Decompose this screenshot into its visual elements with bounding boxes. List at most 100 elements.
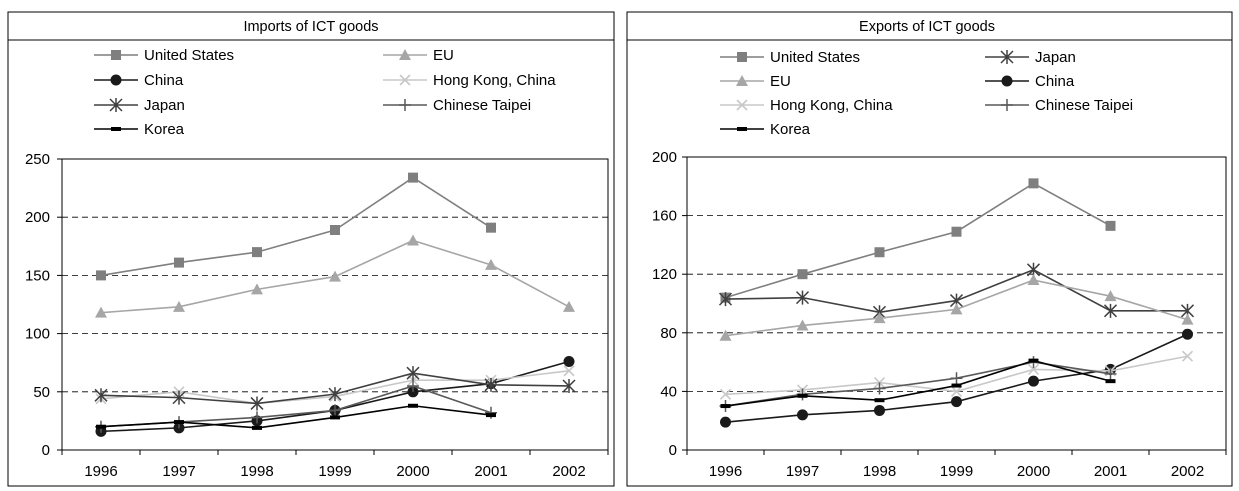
data-point bbox=[329, 270, 341, 282]
legend-marker bbox=[399, 74, 411, 86]
legend-item: China bbox=[985, 73, 1075, 90]
data-point bbox=[407, 379, 419, 392]
data-point bbox=[1028, 375, 1039, 387]
series-line bbox=[100, 176, 492, 277]
legend-marker bbox=[109, 98, 123, 112]
data-point bbox=[406, 366, 420, 381]
legend-label: United States bbox=[770, 49, 860, 66]
plot-area bbox=[61, 158, 609, 451]
x-tick-label: 1996 bbox=[709, 463, 742, 480]
x-tick-label: 2000 bbox=[1017, 463, 1050, 480]
data-point bbox=[251, 411, 263, 424]
legend-item: EU bbox=[383, 47, 454, 64]
legend-item: Korea bbox=[720, 121, 811, 138]
data-point bbox=[251, 283, 263, 295]
legend-item: Hong Kong, China bbox=[383, 72, 556, 89]
y-tick-label: 0 bbox=[669, 442, 677, 459]
legend-label: United States bbox=[144, 47, 234, 64]
chart-title: Imports of ICT goods bbox=[243, 19, 378, 35]
data-point bbox=[797, 409, 808, 421]
y-tick-label: 50 bbox=[33, 384, 50, 401]
data-point bbox=[96, 424, 106, 429]
x-tick-label: 1999 bbox=[940, 463, 973, 480]
data-point bbox=[1103, 303, 1118, 318]
data-point bbox=[796, 319, 809, 331]
legend-label: Korea bbox=[144, 121, 185, 138]
data-point bbox=[96, 270, 106, 281]
legend-marker bbox=[1001, 99, 1013, 111]
data-point bbox=[250, 396, 264, 411]
data-point bbox=[1028, 358, 1039, 363]
legend-label: Chinese Taipei bbox=[1035, 97, 1133, 114]
data-point bbox=[563, 356, 575, 368]
data-point bbox=[720, 404, 731, 409]
y-tick-label: 150 bbox=[25, 267, 50, 284]
data-point bbox=[873, 382, 886, 395]
data-point bbox=[328, 387, 342, 402]
y-tick-label: 200 bbox=[25, 209, 50, 226]
data-point bbox=[720, 416, 731, 428]
legend-item: Japan bbox=[94, 97, 185, 114]
data-point bbox=[951, 383, 962, 388]
series-line bbox=[100, 404, 492, 429]
legend-marker bbox=[1000, 50, 1014, 64]
x-tick-label: 2002 bbox=[552, 463, 585, 480]
x-tick-label: 2001 bbox=[1094, 463, 1127, 480]
legend-marker bbox=[399, 99, 411, 111]
plot-area bbox=[686, 156, 1227, 451]
data-point bbox=[174, 420, 184, 425]
data-point bbox=[408, 172, 418, 183]
legend-item: United States bbox=[720, 49, 860, 66]
y-tick-label: 0 bbox=[42, 442, 50, 459]
legend-item: Japan bbox=[985, 49, 1076, 66]
x-tick-label: 1998 bbox=[863, 463, 896, 480]
data-point bbox=[795, 290, 810, 305]
chart-title: Exports of ICT goods bbox=[859, 19, 995, 35]
legend-marker bbox=[736, 75, 748, 86]
y-tick-label: 250 bbox=[25, 151, 50, 168]
series-eu bbox=[95, 234, 575, 318]
series-united-states bbox=[96, 172, 496, 281]
legend-marker bbox=[1001, 75, 1013, 87]
data-point bbox=[563, 365, 575, 377]
legend-label: Hong Kong, China bbox=[433, 72, 556, 89]
legend-label: Japan bbox=[1035, 49, 1076, 66]
data-point bbox=[1105, 379, 1116, 384]
data-point bbox=[719, 329, 732, 341]
data-point bbox=[951, 226, 962, 237]
y-tick-label: 80 bbox=[660, 325, 677, 342]
data-point bbox=[407, 234, 419, 246]
data-point bbox=[1027, 363, 1040, 375]
legend-label: Chinese Taipei bbox=[433, 97, 531, 114]
legend-item: Korea bbox=[94, 121, 185, 138]
data-point bbox=[408, 403, 418, 408]
y-tick-label: 120 bbox=[652, 266, 677, 283]
data-point bbox=[1104, 290, 1117, 302]
exports-chart: Exports of ICT goods United States Japan EU… bbox=[626, 11, 1233, 487]
chart-frame bbox=[626, 11, 1233, 487]
data-point bbox=[485, 258, 497, 270]
data-point bbox=[719, 388, 732, 400]
data-point bbox=[1181, 313, 1194, 325]
data-point bbox=[174, 257, 184, 268]
series-japan bbox=[718, 262, 1195, 320]
x-tick-label: 1998 bbox=[240, 463, 273, 480]
data-point bbox=[874, 404, 885, 416]
legend-item: Chinese Taipei bbox=[383, 97, 531, 114]
x-tick-label: 1999 bbox=[318, 463, 351, 480]
data-point bbox=[951, 396, 962, 408]
data-point bbox=[950, 303, 963, 315]
data-point bbox=[797, 393, 808, 398]
legend-label: Japan bbox=[144, 97, 185, 114]
data-point bbox=[797, 269, 808, 280]
legend-marker bbox=[737, 52, 747, 62]
data-point bbox=[874, 247, 885, 258]
series-eu bbox=[719, 274, 1194, 341]
series-korea bbox=[720, 358, 1116, 409]
data-point bbox=[252, 247, 262, 258]
legend-marker bbox=[111, 50, 121, 60]
series-line bbox=[725, 182, 1111, 299]
legend-item: China bbox=[94, 72, 184, 89]
data-point bbox=[486, 413, 496, 418]
